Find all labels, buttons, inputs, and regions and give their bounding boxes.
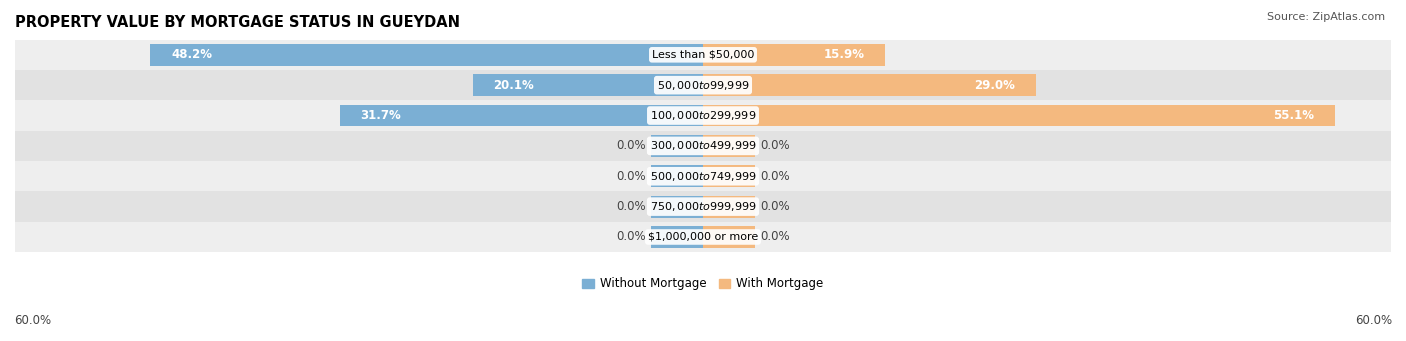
Text: 20.1%: 20.1% [494, 79, 534, 92]
Bar [339, 105, 703, 127]
Bar [15, 161, 1391, 191]
Bar [150, 44, 703, 66]
Text: 60.0%: 60.0% [1355, 314, 1392, 327]
Text: 29.0%: 29.0% [974, 79, 1015, 92]
Text: Less than $50,000: Less than $50,000 [652, 50, 754, 60]
Bar [703, 105, 1334, 127]
Text: $500,000 to $749,999: $500,000 to $749,999 [650, 170, 756, 183]
Text: $750,000 to $999,999: $750,000 to $999,999 [650, 200, 756, 213]
Bar [15, 191, 1391, 222]
Text: 31.7%: 31.7% [360, 109, 401, 122]
Bar [703, 74, 1036, 96]
Text: $1,000,000 or more: $1,000,000 or more [648, 232, 758, 242]
Text: 0.0%: 0.0% [761, 200, 790, 213]
Text: $100,000 to $299,999: $100,000 to $299,999 [650, 109, 756, 122]
Text: 55.1%: 55.1% [1274, 109, 1315, 122]
Text: $300,000 to $499,999: $300,000 to $499,999 [650, 139, 756, 152]
Text: 60.0%: 60.0% [14, 314, 51, 327]
Bar [703, 196, 755, 218]
Bar [472, 74, 703, 96]
Bar [703, 165, 755, 187]
Bar [15, 100, 1391, 131]
Text: $50,000 to $99,999: $50,000 to $99,999 [657, 79, 749, 92]
Text: 0.0%: 0.0% [616, 170, 645, 183]
Text: 0.0%: 0.0% [616, 139, 645, 152]
Text: 0.0%: 0.0% [761, 170, 790, 183]
Bar [651, 226, 703, 248]
Text: 0.0%: 0.0% [616, 231, 645, 243]
Bar [703, 44, 886, 66]
Bar [651, 135, 703, 157]
Text: 0.0%: 0.0% [761, 231, 790, 243]
Bar [651, 196, 703, 218]
Bar [703, 135, 755, 157]
Bar [15, 70, 1391, 100]
Text: 0.0%: 0.0% [761, 139, 790, 152]
Text: 48.2%: 48.2% [172, 48, 212, 61]
Bar [15, 131, 1391, 161]
Text: Source: ZipAtlas.com: Source: ZipAtlas.com [1267, 12, 1385, 22]
Bar [15, 40, 1391, 70]
Legend: Without Mortgage, With Mortgage: Without Mortgage, With Mortgage [578, 273, 828, 295]
Text: 0.0%: 0.0% [616, 200, 645, 213]
Bar [15, 222, 1391, 252]
Bar [651, 165, 703, 187]
Bar [703, 226, 755, 248]
Text: 15.9%: 15.9% [824, 48, 865, 61]
Text: PROPERTY VALUE BY MORTGAGE STATUS IN GUEYDAN: PROPERTY VALUE BY MORTGAGE STATUS IN GUE… [15, 15, 460, 30]
